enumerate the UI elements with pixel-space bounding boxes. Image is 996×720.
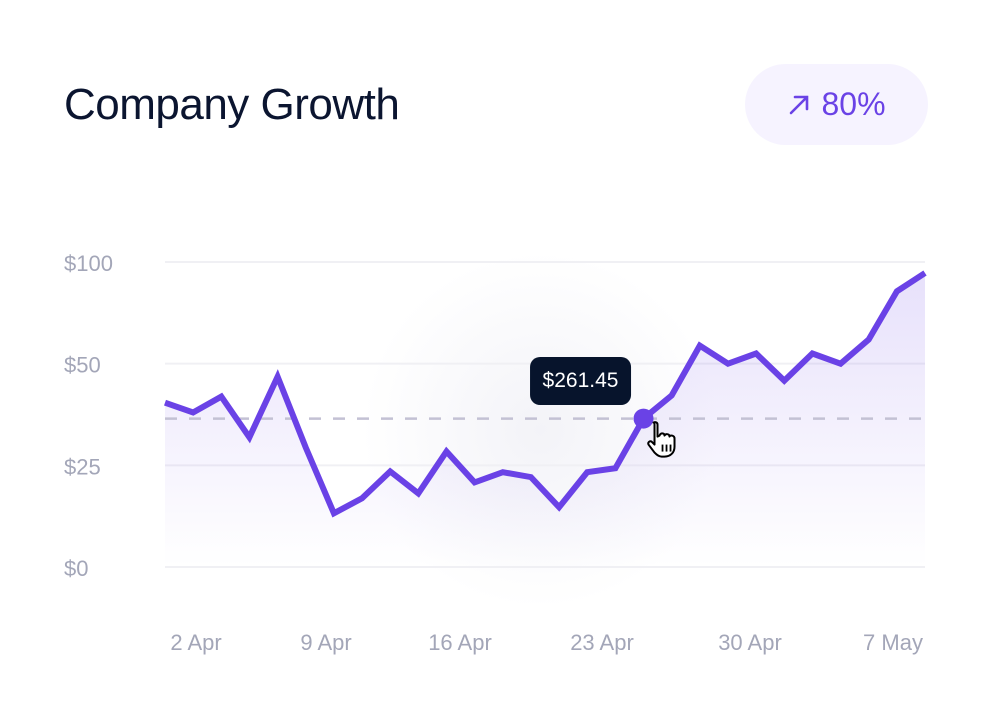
data-point xyxy=(866,336,872,342)
data-point xyxy=(303,444,309,450)
data-point xyxy=(359,495,365,501)
data-point xyxy=(528,474,534,480)
growth-badge: 80% xyxy=(745,64,928,145)
data-point xyxy=(697,343,703,349)
data-point xyxy=(500,469,506,475)
data-point xyxy=(781,378,787,384)
y-tick-label: $100 xyxy=(64,251,113,276)
hand-cursor-icon xyxy=(647,421,676,458)
data-point xyxy=(725,361,731,367)
data-point xyxy=(753,351,759,357)
x-tick-label: 30 Apr xyxy=(718,630,782,655)
value-tooltip: $261.45 xyxy=(529,356,632,405)
data-point xyxy=(922,270,928,276)
y-tick-label: $50 xyxy=(64,353,101,378)
data-point xyxy=(218,394,224,400)
x-tick-label: 2 Apr xyxy=(170,630,221,655)
growth-value: 80% xyxy=(821,86,886,122)
data-point xyxy=(415,490,421,496)
data-point xyxy=(443,449,449,455)
data-point xyxy=(894,288,900,294)
x-tick-label: 23 Apr xyxy=(570,630,634,655)
data-point xyxy=(584,469,590,475)
x-tick-label: 16 Apr xyxy=(428,630,492,655)
data-point xyxy=(472,479,478,485)
data-point xyxy=(669,392,675,398)
series-line xyxy=(164,270,927,518)
arrow-up-right-icon xyxy=(790,95,809,114)
data-point xyxy=(190,409,196,415)
data-point xyxy=(809,351,815,357)
data-point xyxy=(612,465,618,471)
area-fill xyxy=(165,273,925,567)
data-point xyxy=(838,361,844,367)
x-tick-label: 9 Apr xyxy=(300,630,351,655)
data-point xyxy=(275,374,281,380)
data-point xyxy=(331,510,337,516)
data-point xyxy=(387,468,393,474)
y-tick-label: $25 xyxy=(64,454,101,479)
y-tick-label: $0 xyxy=(64,556,88,581)
data-point xyxy=(162,400,168,406)
data-point xyxy=(246,434,252,440)
page-title: Company Growth xyxy=(64,80,400,129)
x-tick-label: 7 May xyxy=(863,630,923,655)
data-point xyxy=(556,504,562,510)
highlighted-point[interactable] xyxy=(633,408,654,429)
